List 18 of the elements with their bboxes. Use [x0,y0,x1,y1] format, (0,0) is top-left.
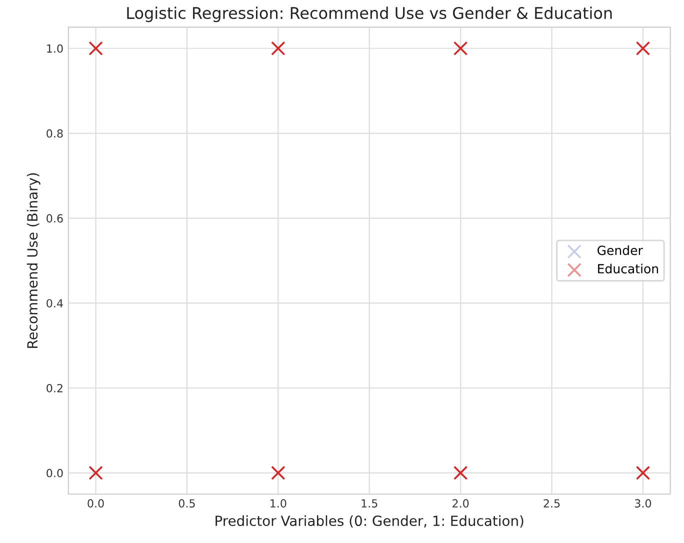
chart-title: Logistic Regression: Recommend Use vs Gender & Education [127,6,612,22]
y-tick-label: 0.0 [46,468,63,478]
y-tick-label: 1.0 [47,44,63,53]
x-tick-label: 3.0 [634,499,652,508]
y-axis-title: Recommend Use (Binary) [26,173,40,348]
x-axis-title: Predictor Variables (0: Gender, 1: Education) [216,515,524,528]
x-tick-label: 1.5 [362,499,378,508]
x-tick-label: 2.5 [544,499,560,508]
x-tick-label: 0.0 [88,499,104,508]
y-tick-label: 0.8 [46,129,63,138]
y-tick-label: 0.6 [46,214,63,223]
x-tick-label: 2.0 [452,499,469,508]
y-tick-label: 0.2 [46,384,62,392]
legend-label: Education [598,264,658,274]
legend-label: Gender [598,245,643,256]
x-tick-label: 1.0 [270,499,286,508]
x-tick-label: 0.5 [178,499,195,508]
y-tick-label: 0.4 [46,299,63,308]
